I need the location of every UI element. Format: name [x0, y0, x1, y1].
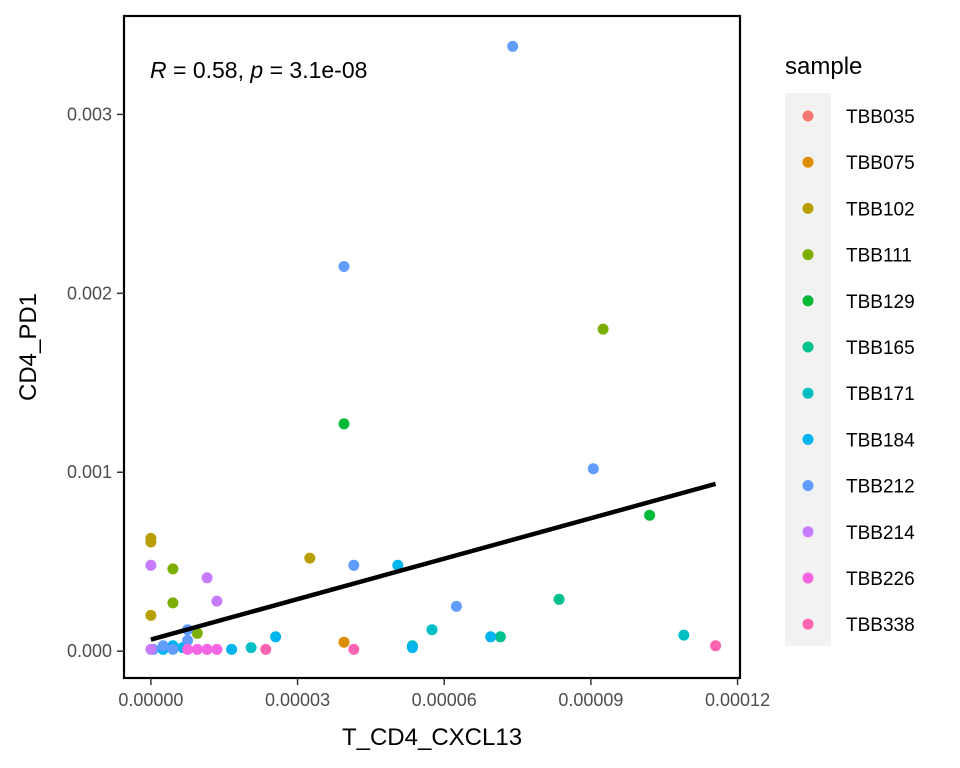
data-point-tbb184-1	[270, 631, 282, 643]
legend-key-tbb226	[802, 572, 814, 584]
legend-key-background	[785, 93, 831, 646]
x-axis-title: T_CD4_CXCL13	[342, 724, 522, 751]
legend-key-tbb171	[802, 387, 814, 399]
data-point-tbb184-2	[226, 643, 238, 655]
r-value: = 0.58,	[167, 57, 251, 83]
y-tick-label-3: 0.002	[67, 283, 112, 303]
legend-label-tbb075: TBB075	[846, 153, 915, 174]
data-point-tbb226-2	[201, 643, 213, 655]
legend: sample TBB035TBB075TBB102TBB111TBB129TBB…	[785, 53, 915, 646]
legend-title: sample	[785, 53, 862, 80]
data-point-tbb102-2	[145, 536, 157, 548]
data-point-tbb212-5	[450, 600, 462, 612]
legend-key-tbb184	[802, 433, 814, 445]
legend-label-tbb226: TBB226	[846, 569, 915, 590]
data-point-tbb226-1	[191, 643, 203, 655]
y-tick-label-2: 0.001	[67, 462, 112, 482]
y-axis-title: CD4_PD1	[15, 293, 42, 401]
data-point-tbb338-2	[348, 643, 360, 655]
p-symbol: p	[249, 57, 263, 83]
legend-label-tbb171: TBB171	[846, 384, 915, 405]
p-value: = 3.1e-08	[263, 57, 367, 83]
legend-key-tbb165	[802, 341, 814, 353]
data-point-tbb212-4	[348, 559, 360, 571]
x-tick-label-4: 0.00009	[558, 690, 623, 710]
y-tick-label-4: 0.003	[67, 104, 112, 124]
data-point-tbb226-3	[211, 643, 223, 655]
legend-key-tbb212	[802, 480, 814, 492]
regression-layer	[150, 481, 717, 642]
data-point-tbb212-9	[167, 643, 179, 655]
legend-label-tbb184: TBB184	[846, 430, 915, 451]
legend-key-tbb075	[802, 156, 814, 168]
data-point-tbb212-3	[587, 463, 599, 475]
x-tick-label-2: 0.00003	[265, 690, 330, 710]
data-point-tbb214-3	[211, 595, 223, 607]
data-point-tbb129-1	[338, 418, 350, 430]
legend-label-tbb214: TBB214	[846, 523, 915, 544]
legend-key-tbb129	[802, 295, 814, 307]
legend-label-tbb212: TBB212	[846, 477, 915, 498]
data-point-tbb184-5	[392, 559, 404, 571]
regression-line	[150, 481, 717, 642]
legend-label-tbb338: TBB338	[846, 615, 915, 636]
data-point-tbb171-4	[245, 642, 257, 654]
data-point-tbb102-4	[304, 552, 316, 564]
data-point-tbb075-1	[338, 636, 350, 648]
plot-panel-border	[122, 14, 742, 680]
legend-key-tbb102	[802, 202, 814, 214]
correlation-annotation: R = 0.58, p = 3.1e-08	[150, 57, 367, 83]
x-tick-label-1: 0.00000	[118, 690, 183, 710]
legend-label-tbb035: TBB035	[846, 107, 915, 128]
data-point-tbb184-4	[406, 642, 418, 654]
data-point-tbb111-4	[597, 323, 609, 335]
data-point-tbb184-3	[485, 631, 497, 643]
data-point-tbb212-1	[507, 40, 519, 52]
data-point-tbb226-4	[182, 643, 194, 655]
y-tick-label-1: 0.000	[67, 641, 112, 661]
data-point-tbb111-1	[167, 563, 179, 575]
data-point-tbb338-1	[710, 640, 722, 652]
legend-label-tbb111: TBB111	[846, 246, 912, 267]
data-point-tbb171-1	[678, 629, 690, 641]
data-point-tbb214-2	[201, 572, 213, 584]
data-point-tbb111-3	[191, 627, 203, 639]
data-point-tbb111-2	[167, 597, 179, 609]
legend-items: TBB035 TBB075 TBB102 TBB111 TBB129 TBB165 TBB1…	[802, 107, 915, 636]
x-axis: 0.00000 0.00003 0.00006 0.00009 0.00012	[118, 678, 770, 710]
data-point-tbb165-2	[494, 631, 506, 643]
data-point-tbb338-3	[260, 643, 272, 655]
data-point-tbb212-2	[338, 261, 350, 272]
points-layer	[145, 40, 722, 655]
data-point-tbb212-7	[182, 634, 194, 646]
legend-key-tbb035	[802, 110, 814, 122]
data-point-tbb129-2	[644, 509, 656, 521]
y-axis: 0.000 0.001 0.002 0.003	[67, 104, 124, 661]
r-symbol: R	[150, 57, 167, 83]
x-tick-label-5: 0.00012	[705, 690, 770, 710]
data-point-tbb214-1	[145, 559, 157, 571]
data-point-tbb165-1	[553, 593, 565, 605]
legend-label-tbb129: TBB129	[846, 292, 915, 313]
data-point-tbb214-4	[145, 643, 157, 655]
legend-key-tbb214	[802, 526, 814, 538]
x-tick-label-3: 0.00006	[412, 690, 477, 710]
data-point-tbb212-8	[157, 640, 169, 652]
data-point-tbb171-2	[426, 624, 438, 636]
legend-key-tbb338	[802, 618, 814, 630]
legend-label-tbb165: TBB165	[846, 338, 915, 359]
legend-key-tbb111	[802, 249, 814, 261]
legend-label-tbb102: TBB102	[846, 199, 915, 220]
data-point-tbb102-3	[145, 609, 157, 621]
